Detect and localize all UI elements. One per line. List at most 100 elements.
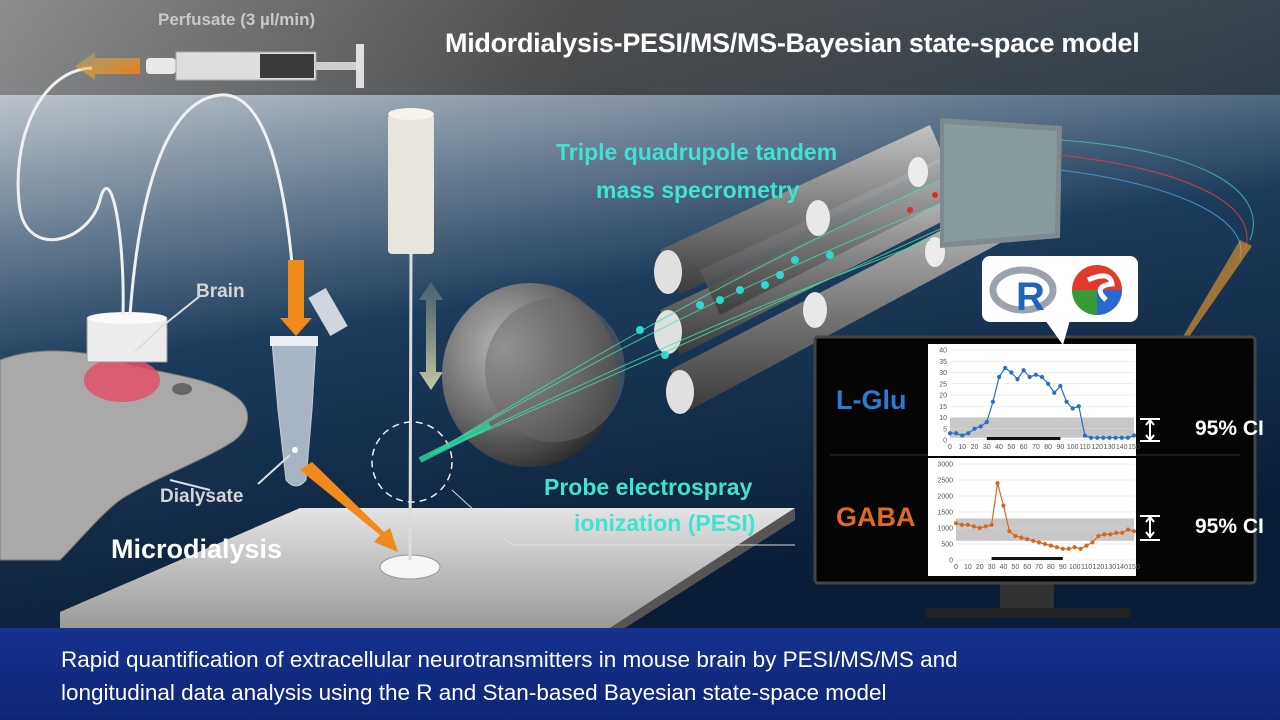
mouse-brain — [84, 358, 160, 402]
x-tick-label: 20 — [976, 564, 984, 571]
y-tick-label: 35 — [939, 359, 947, 366]
x-tick-label: 150 — [1128, 564, 1140, 571]
data-point — [1101, 435, 1106, 440]
data-point — [1131, 529, 1137, 534]
y-tick-label: 3000 — [937, 462, 953, 469]
x-tick-label: 90 — [1057, 444, 1065, 451]
y-tick-label: 25 — [939, 381, 947, 388]
caption-line1: Rapid quantification of extracellular ne… — [61, 647, 958, 672]
y-tick-label: 20 — [939, 393, 947, 400]
x-tick-label: 140 — [1116, 444, 1128, 451]
ci-label-gaba: 95% CI — [1195, 515, 1264, 538]
y-tick-label: 1000 — [937, 526, 953, 533]
x-tick-label: 100 — [1067, 444, 1079, 451]
x-tick-label: 80 — [1044, 444, 1052, 451]
data-point — [1108, 532, 1113, 537]
data-point — [1052, 390, 1057, 395]
x-tick-label: 10 — [964, 564, 972, 571]
pesi-leader-line — [451, 489, 795, 546]
data-point — [983, 524, 988, 529]
ci-band — [956, 518, 1134, 541]
data-point — [1125, 435, 1130, 440]
data-point — [1078, 546, 1083, 551]
data-point — [1095, 435, 1100, 440]
gaba-plot: 0 500 1000 1500 2000 2500 3000 0 10 20 30 40 50 60 70 8… — [928, 458, 1140, 576]
data-point — [1021, 368, 1026, 373]
data-point — [1088, 435, 1094, 440]
data-point — [1072, 545, 1077, 550]
x-tick-label: 0 — [948, 444, 952, 451]
x-tick-label: 130 — [1104, 444, 1116, 451]
x-tick-label: 90 — [1059, 564, 1067, 571]
x-tick-label: 100 — [1069, 564, 1081, 571]
data-point — [1125, 527, 1131, 532]
y-tick-label: 10 — [939, 415, 947, 422]
x-tick-label: 110 — [1079, 444, 1090, 451]
data-point — [953, 521, 959, 526]
x-tick-label: 70 — [1035, 564, 1043, 571]
probe-motion-arrow — [419, 282, 443, 390]
stimulus-bar — [986, 437, 1061, 440]
x-tick-label: 140 — [1116, 564, 1128, 571]
x-tick-label: 60 — [1023, 564, 1031, 571]
data-point — [1084, 543, 1089, 548]
guide-top — [87, 312, 167, 324]
y-tick-label: 2500 — [937, 478, 953, 485]
x-tick-label: 80 — [1047, 564, 1055, 571]
perfusate-label: Perfusate (3 µl/min) — [158, 10, 316, 29]
x-tick-label: 60 — [1020, 444, 1028, 451]
data-point — [1013, 533, 1018, 539]
ci-bracket-1 — [1140, 418, 1160, 442]
data-point — [1001, 503, 1006, 508]
detector-panel — [940, 118, 1062, 248]
data-point — [978, 424, 983, 429]
x-tick-label: 40 — [1000, 564, 1008, 571]
x-tick-label: 30 — [988, 564, 996, 571]
data-point — [1114, 530, 1119, 535]
gaba-plot-area: 0 500 1000 1500 2000 2500 3000 0 10 20 30 40 50 60 70 8… — [937, 462, 1140, 572]
data-point — [1096, 533, 1101, 539]
data-point — [1107, 435, 1112, 440]
data-point — [995, 481, 1000, 486]
data-point — [1025, 537, 1030, 542]
data-point — [972, 426, 977, 431]
flow-arrow-in — [75, 52, 140, 80]
pesi-label-line2: ionization (PESI) — [574, 510, 756, 536]
data-point — [959, 522, 965, 527]
data-point — [954, 431, 959, 436]
x-tick-label: 50 — [1011, 564, 1019, 571]
y-tick-label: 2000 — [937, 494, 953, 501]
gaba-label: GABA — [836, 502, 916, 532]
data-point — [1058, 383, 1063, 389]
microdialysis-label: Microdialysis — [111, 534, 283, 564]
data-point — [984, 419, 989, 425]
flow-arrow-out — [280, 260, 312, 336]
dialysate-label: Dialysate — [160, 486, 244, 507]
triple-quad-label-line2: mass specrometry — [596, 177, 800, 203]
data-point — [996, 374, 1002, 380]
transfer-arrow — [300, 462, 398, 552]
caption-line2: longitudinal data analysis using the R a… — [61, 680, 887, 705]
data-point — [1113, 435, 1118, 440]
data-point — [1119, 435, 1124, 440]
x-tick-label: 120 — [1091, 444, 1103, 451]
data-point — [1027, 374, 1032, 380]
data-point — [1082, 433, 1088, 438]
lglu-plot: 0 5 10 15 20 25 30 35 40 0 10 20 30 40 50 60 70 80 90 100 11… — [928, 344, 1140, 456]
y-tick-label: 5 — [943, 426, 947, 433]
y-tick-label: 15 — [939, 404, 947, 411]
data-point — [1033, 372, 1038, 377]
x-tick-label: 20 — [971, 444, 979, 451]
data-point — [965, 522, 970, 527]
pesi-label-line1: Probe electrospray — [544, 474, 753, 500]
quadrupole-rods — [654, 125, 1015, 414]
outlet-tubing — [128, 93, 298, 321]
ci-band — [950, 417, 1134, 438]
lglu-label: L-Glu — [836, 385, 907, 415]
data-point — [1019, 535, 1024, 540]
brain-label: Brain — [196, 281, 245, 302]
data-point — [1066, 546, 1071, 551]
syringe — [146, 44, 364, 88]
caption-banner: Rapid quantification of extracellular ne… — [0, 628, 1280, 720]
x-tick-label: 50 — [1007, 444, 1015, 451]
